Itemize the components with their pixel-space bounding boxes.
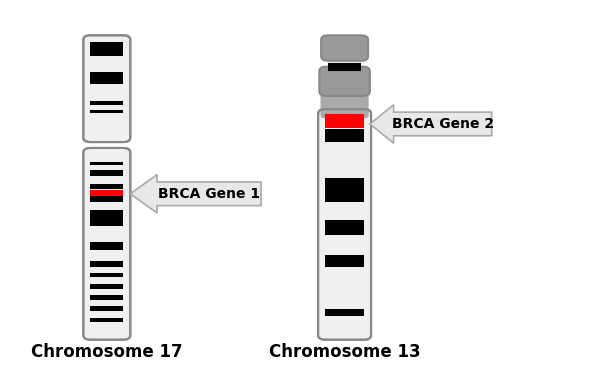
Bar (91, 312, 123, 317)
Bar (91, 42, 123, 56)
Bar (325, 255, 364, 267)
Bar (325, 129, 364, 142)
Bar (91, 300, 123, 306)
FancyBboxPatch shape (83, 148, 130, 340)
Bar (91, 87, 123, 96)
Bar (91, 196, 123, 201)
Bar (91, 306, 123, 311)
Bar (91, 72, 123, 84)
Bar (325, 114, 364, 128)
Bar (91, 273, 123, 277)
Bar (91, 170, 123, 176)
Bar (91, 289, 123, 295)
Bar (91, 58, 123, 71)
FancyBboxPatch shape (319, 67, 370, 96)
Bar (91, 210, 123, 226)
FancyBboxPatch shape (83, 35, 130, 142)
Text: Chromosome 13: Chromosome 13 (269, 343, 421, 361)
Bar (91, 318, 123, 322)
Text: Chromosome 17: Chromosome 17 (31, 343, 182, 361)
Bar (91, 268, 123, 273)
Bar (91, 110, 123, 113)
Bar (325, 178, 364, 202)
Bar (325, 203, 364, 219)
Bar (91, 261, 123, 267)
Bar (91, 227, 123, 241)
Bar (91, 190, 123, 196)
FancyBboxPatch shape (320, 88, 368, 118)
Bar (91, 100, 123, 105)
Bar (91, 284, 123, 289)
Bar (91, 162, 123, 165)
Bar (91, 166, 123, 169)
Bar (91, 296, 123, 300)
Bar (91, 278, 123, 284)
Bar (91, 202, 123, 210)
FancyBboxPatch shape (318, 109, 371, 340)
Bar (325, 143, 364, 160)
FancyBboxPatch shape (321, 35, 368, 61)
Bar (325, 172, 364, 177)
Polygon shape (130, 175, 261, 213)
Bar (91, 184, 123, 189)
Text: BRCA Gene 1: BRCA Gene 1 (158, 187, 260, 201)
Polygon shape (370, 105, 492, 143)
Bar (91, 106, 123, 109)
Text: BRCA Gene 2: BRCA Gene 2 (392, 117, 494, 131)
Bar (91, 242, 123, 250)
Bar (91, 177, 123, 183)
Bar (325, 236, 364, 254)
Bar (325, 220, 364, 235)
Bar (325, 309, 364, 316)
